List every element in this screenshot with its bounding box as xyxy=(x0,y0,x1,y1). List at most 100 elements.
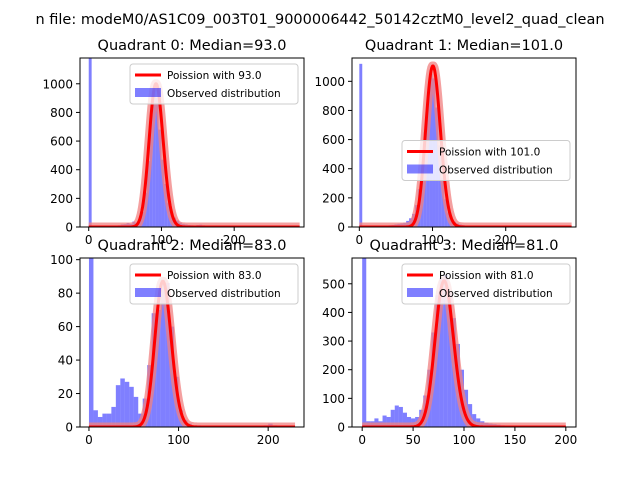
histogram-bar xyxy=(102,413,107,427)
figure-suptitle: n file: modeM0/AS1C09_003T01_9000006442_… xyxy=(35,12,604,28)
histogram-bar xyxy=(129,386,134,427)
legend-poisson-label: Poission with 93.0 xyxy=(167,70,262,82)
subplot-quadrant-3: Quadrant 3: Median=81.0 0 50 100 150 200 0 100 2… xyxy=(322,238,577,447)
histogram-bar xyxy=(88,58,92,227)
legend-box xyxy=(401,263,571,305)
y-tick-label: 60 xyxy=(58,320,73,334)
histogram-bar xyxy=(439,278,444,427)
legend-observed-swatch xyxy=(407,288,433,297)
poisson-fit-line xyxy=(88,279,296,427)
plot-area xyxy=(85,258,299,427)
histogram-bar xyxy=(156,309,161,427)
legend: Poission with 81.0 Observed distribution xyxy=(401,263,571,305)
poisson-fit-line xyxy=(87,82,301,227)
y-tick-label: 400 xyxy=(322,306,345,320)
legend-poisson-label: Poission with 83.0 xyxy=(167,270,262,282)
subplot-quadrant-1: Quadrant 1: Median=101.0 0 100 200 0 200 400 60… xyxy=(314,38,577,247)
axes-frame xyxy=(79,57,305,228)
histogram-bar xyxy=(447,292,452,427)
x-tick-label: 200 xyxy=(554,433,577,447)
histogram-bar xyxy=(472,414,477,427)
plot-area xyxy=(84,58,304,227)
y-tick-label: 400 xyxy=(50,163,73,177)
subplot-quadrant-2: Quadrant 2: Median=83.0 0 100 200 0 20 40 60 80 1… xyxy=(50,238,305,447)
x-tick-label: 150 xyxy=(503,433,526,447)
histogram-bar xyxy=(394,405,399,427)
histogram-bar xyxy=(133,396,139,427)
y-tick-label: 0 xyxy=(337,421,345,435)
legend: Poission with 101.0 Observed distribution xyxy=(401,140,571,181)
histogram-bar xyxy=(120,378,125,427)
subplot-quadrant-0: Quadrant 0: Median=93.0 0 100 200 0 200 400 600… xyxy=(42,38,305,247)
histogram-bar xyxy=(106,413,112,427)
histogram-bar xyxy=(441,177,445,227)
histogram-bar xyxy=(402,412,407,427)
y-tick-label: 100 xyxy=(322,392,345,406)
x-tick-label: 100 xyxy=(150,233,173,247)
histogram-bar xyxy=(155,98,159,227)
histogram-bar xyxy=(435,295,440,427)
histogram-bar xyxy=(382,415,387,427)
histogram-bar xyxy=(398,406,403,427)
legend-box xyxy=(129,263,299,305)
histogram-bar xyxy=(359,63,363,227)
y-tick-label: 500 xyxy=(322,277,345,291)
y-tick-label: 600 xyxy=(50,135,73,149)
y-tick-label: 0 xyxy=(65,421,73,435)
x-tick-label: 100 xyxy=(453,433,476,447)
x-tick-label: 100 xyxy=(167,433,190,447)
histogram-bar xyxy=(443,275,448,427)
y-tick-label: 200 xyxy=(322,363,345,377)
plot-area xyxy=(358,258,570,427)
y-tick-label: 20 xyxy=(58,387,73,401)
x-tick-label: 200 xyxy=(257,433,280,447)
legend-observed-swatch xyxy=(135,88,161,97)
y-tick-label: 80 xyxy=(58,287,73,301)
y-tick-label: 0 xyxy=(337,221,345,235)
histogram-bar xyxy=(158,129,162,227)
y-tick-label: 200 xyxy=(50,192,73,206)
x-tick-label: 100 xyxy=(421,233,444,247)
histogram-bar xyxy=(160,279,166,427)
poisson-fit-line xyxy=(361,279,567,427)
legend-observed-label: Observed distribution xyxy=(167,88,281,100)
histogram-bar xyxy=(124,381,130,427)
histogram-bar xyxy=(111,406,116,427)
legend-box xyxy=(401,140,571,181)
y-tick-label: 800 xyxy=(50,106,73,120)
y-tick-label: 1000 xyxy=(42,77,73,91)
legend-observed-label: Observed distribution xyxy=(439,288,553,300)
subplot-title: Quadrant 0: Median=93.0 xyxy=(98,38,287,54)
legend-observed-swatch xyxy=(135,288,161,297)
legend-poisson-label: Poission with 101.0 xyxy=(439,147,540,159)
legend: Poission with 93.0 Observed distribution xyxy=(129,63,299,105)
x-tick-label: 0 xyxy=(85,433,93,447)
x-tick-label: 200 xyxy=(494,233,517,247)
subplot-title: Quadrant 2: Median=83.0 xyxy=(98,238,287,254)
x-tick-label: 0 xyxy=(355,233,363,247)
axes-frame xyxy=(79,257,305,428)
y-tick-label: 300 xyxy=(322,335,345,349)
y-tick-label: 0 xyxy=(65,221,73,235)
histogram-bar xyxy=(438,145,442,227)
y-tick-label: 200 xyxy=(322,191,345,205)
y-tick-label: 100 xyxy=(50,253,73,267)
y-tick-label: 600 xyxy=(322,133,345,147)
histogram-bar xyxy=(386,416,391,427)
legend-box xyxy=(129,63,299,105)
legend-observed-label: Observed distribution xyxy=(167,288,281,300)
x-tick-label: 0 xyxy=(358,433,366,447)
histogram-bar xyxy=(115,385,121,427)
x-tick-label: 200 xyxy=(223,233,246,247)
legend-observed-label: Observed distribution xyxy=(439,165,553,177)
histogram-bar xyxy=(165,283,170,427)
y-tick-label: 1000 xyxy=(314,75,345,89)
histogram-bar xyxy=(88,258,94,427)
subplot-title: Quadrant 1: Median=101.0 xyxy=(365,38,563,54)
histogram-bar xyxy=(97,416,103,427)
legend: Poission with 83.0 Observed distribution xyxy=(129,263,299,305)
y-tick-label: 400 xyxy=(322,162,345,176)
histogram-bar xyxy=(93,410,98,427)
x-tick-label: 0 xyxy=(85,233,93,247)
